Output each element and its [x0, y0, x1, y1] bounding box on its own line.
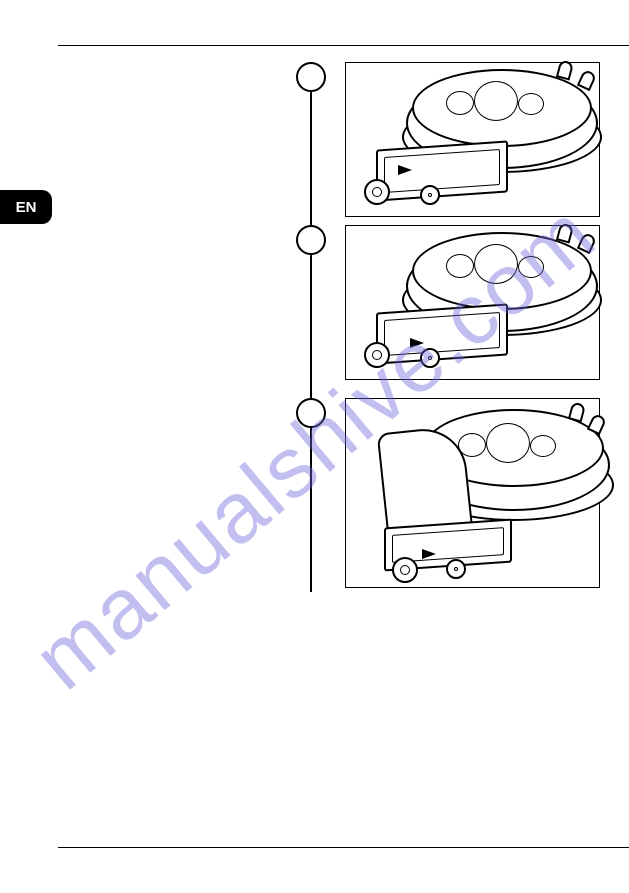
figure-step-2 — [345, 225, 600, 380]
step-marker-3 — [296, 398, 326, 428]
device-illustration-1 — [346, 63, 599, 216]
device-illustration-3 — [346, 399, 599, 587]
arrow-icon — [422, 549, 436, 559]
page: EN — [0, 0, 629, 893]
arrow-icon — [410, 338, 424, 348]
device-illustration-2 — [346, 226, 599, 379]
language-tab: EN — [0, 190, 52, 224]
step-marker-1 — [296, 62, 326, 92]
timeline-line — [310, 62, 312, 592]
language-tab-label: EN — [16, 199, 37, 216]
rule-bottom — [58, 847, 629, 848]
arrow-icon — [398, 165, 412, 175]
rule-top — [58, 45, 629, 46]
step-marker-2 — [296, 225, 326, 255]
figure-step-1 — [345, 62, 600, 217]
figure-step-3 — [345, 398, 600, 588]
